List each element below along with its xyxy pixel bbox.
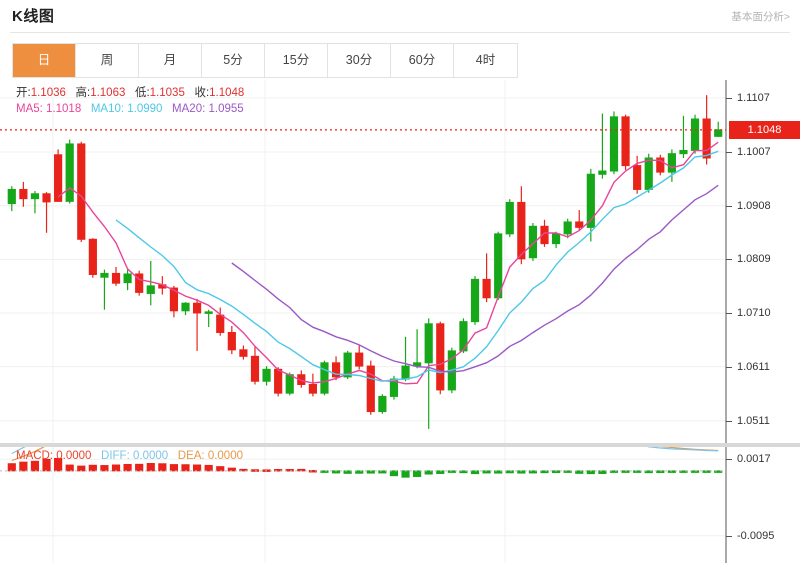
tab-5[interactable]: 30分 [328,44,391,77]
tab-2[interactable]: 月 [139,44,202,77]
price-axis-tick-mark [726,259,732,261]
macd-label: MACD: [16,450,57,462]
candlestick-plot [0,80,727,443]
tab-3[interactable]: 5分 [202,44,265,77]
header-divider [10,32,790,33]
low-value: 1.1035 [149,87,185,99]
diff-label: DIFF: [101,450,133,462]
low-label: 低: [134,87,150,99]
ma5-label: MA5: [16,103,47,115]
dea-label: DEA: [177,450,208,462]
price-axis-tick-mark [726,152,732,154]
close-value: 1.1048 [209,87,245,99]
open-value: 1.1036 [30,87,66,99]
price-legend: 开:1.1036 高:1.1063 低:1.1035 收:1.1048 MA5:… [16,85,244,117]
ma5-value: 1.1018 [46,103,82,115]
price-axis-tick-mark [726,205,732,207]
open-label: 开: [16,87,31,99]
macd-axis-tick: 0.0017 [737,453,771,466]
dea-value: 0.0000 [207,450,243,462]
price-axis-tick: 1.1007 [737,146,771,159]
ma10-label: MA10: [90,103,128,115]
price-chart-panel[interactable]: 开:1.1036 高:1.1063 低:1.1035 收:1.1048 MA5:… [0,80,800,443]
high-label: 高: [75,87,91,99]
ma20-label: MA20: [172,103,209,115]
macd-value: 0.0000 [56,450,92,462]
macd-plot [0,447,727,563]
price-axis-tick: 1.0809 [737,253,771,266]
macd-axis-tick-mark [726,535,732,537]
last-price-badge: 1.1048 [729,120,800,139]
tab-6[interactable]: 60分 [391,44,454,77]
macd-legend: MACD: 0.0000 DIFF: 0.0000 DEA: 0.0000 [16,450,243,462]
diff-value: 0.0000 [132,450,169,462]
price-axis-tick: 1.0611 [737,360,770,373]
timeframe-tabbar: 日周月 5分 15分 30分 60分 4时 [12,43,518,78]
price-axis-tick: 1.0511 [737,414,770,427]
price-axis-tick-mark [726,420,732,422]
high-value: 1.1063 [90,87,126,99]
tab-1[interactable]: 周 [76,44,139,77]
fundamental-analysis-link[interactable]: 基本面分析> [731,11,790,23]
price-axis-tick: 1.0710 [737,306,771,319]
price-axis-tick-mark [726,366,732,368]
price-axis-tick-mark [726,312,732,314]
tab-7[interactable]: 4时 [454,44,517,77]
price-axis-tick-mark [726,97,732,99]
macd-chart-panel[interactable]: MACD: 0.0000 DIFF: 0.0000 DEA: 0.0000 0.… [0,447,800,563]
tab-4[interactable]: 15分 [265,44,328,77]
macd-axis-tick-mark [726,459,732,461]
macd-axis-tick: -0.0095 [737,529,775,542]
close-label: 收: [194,87,210,99]
tab-0[interactable]: 日 [13,44,76,77]
ma20-value: 1.0955 [208,103,244,115]
ma10-value: 1.0990 [127,103,163,115]
chart-area: 开:1.1036 高:1.1063 低:1.1035 收:1.1048 MA5:… [0,80,800,563]
price-axis-tick: 1.1107 [737,91,770,104]
page-title: K线图 [12,8,55,25]
price-axis-tick: 1.0908 [737,199,771,212]
panel-separator [0,443,800,447]
page-header: K线图 基本面分析> [0,0,800,33]
